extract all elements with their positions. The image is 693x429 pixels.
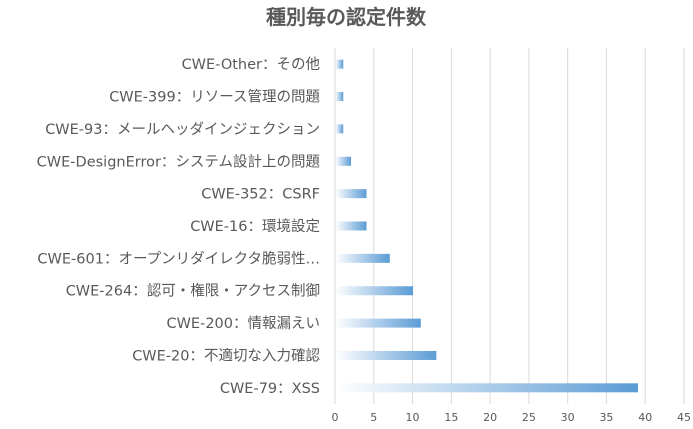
category-label: CWE-399：リソース管理の問題 (109, 89, 320, 106)
bar (335, 350, 437, 360)
bar (335, 318, 421, 328)
category-label: CWE-79：XSS (220, 381, 320, 397)
bar (335, 92, 344, 102)
category-label: CWE-16：環境設定 (190, 217, 320, 235)
bar (335, 156, 352, 166)
category-label: CWE-601：オープンリダイレクタ脆弱性… (37, 249, 320, 267)
bar (335, 189, 367, 199)
bar (335, 59, 344, 69)
bar (335, 383, 638, 393)
x-tick-label: 15 (444, 411, 458, 424)
x-tick-label: 10 (406, 411, 420, 424)
x-tick-label: 40 (638, 411, 652, 424)
x-tick-labels: 0 5 10 15 20 25 30 35 40 45 (332, 411, 692, 424)
x-tick-label: 30 (561, 411, 575, 424)
category-label: CWE-Other：その他 (182, 56, 320, 73)
bars (335, 59, 638, 393)
x-tick-label: 0 (332, 411, 339, 424)
chart-title: 種別毎の認定件数 (266, 5, 427, 29)
bar (335, 286, 414, 296)
x-tick-label: 20 (483, 411, 497, 424)
gridlines (334, 48, 685, 404)
category-labels: CWE-Other：その他 CWE-399：リソース管理の問題 CWE-93：メール… (37, 56, 321, 397)
bar (335, 124, 344, 134)
bar (335, 253, 390, 263)
x-tick-label: 5 (370, 411, 377, 424)
category-label: CWE-264：認可・権限・アクセス制御 (66, 283, 320, 300)
x-tick-label: 25 (522, 411, 536, 424)
category-label: CWE-200：情報漏えい (166, 315, 320, 332)
category-label: CWE-93：メールヘッダインジェクション (45, 121, 320, 138)
x-tick-label: 45 (677, 411, 691, 424)
bar (335, 221, 367, 231)
category-label: CWE-20：不適切な入力確認 (132, 346, 320, 364)
category-label: CWE-352：CSRF (201, 187, 320, 203)
category-label: CWE-DesignError：システム設計上の問題 (37, 153, 320, 170)
x-tick-label: 35 (599, 411, 613, 424)
